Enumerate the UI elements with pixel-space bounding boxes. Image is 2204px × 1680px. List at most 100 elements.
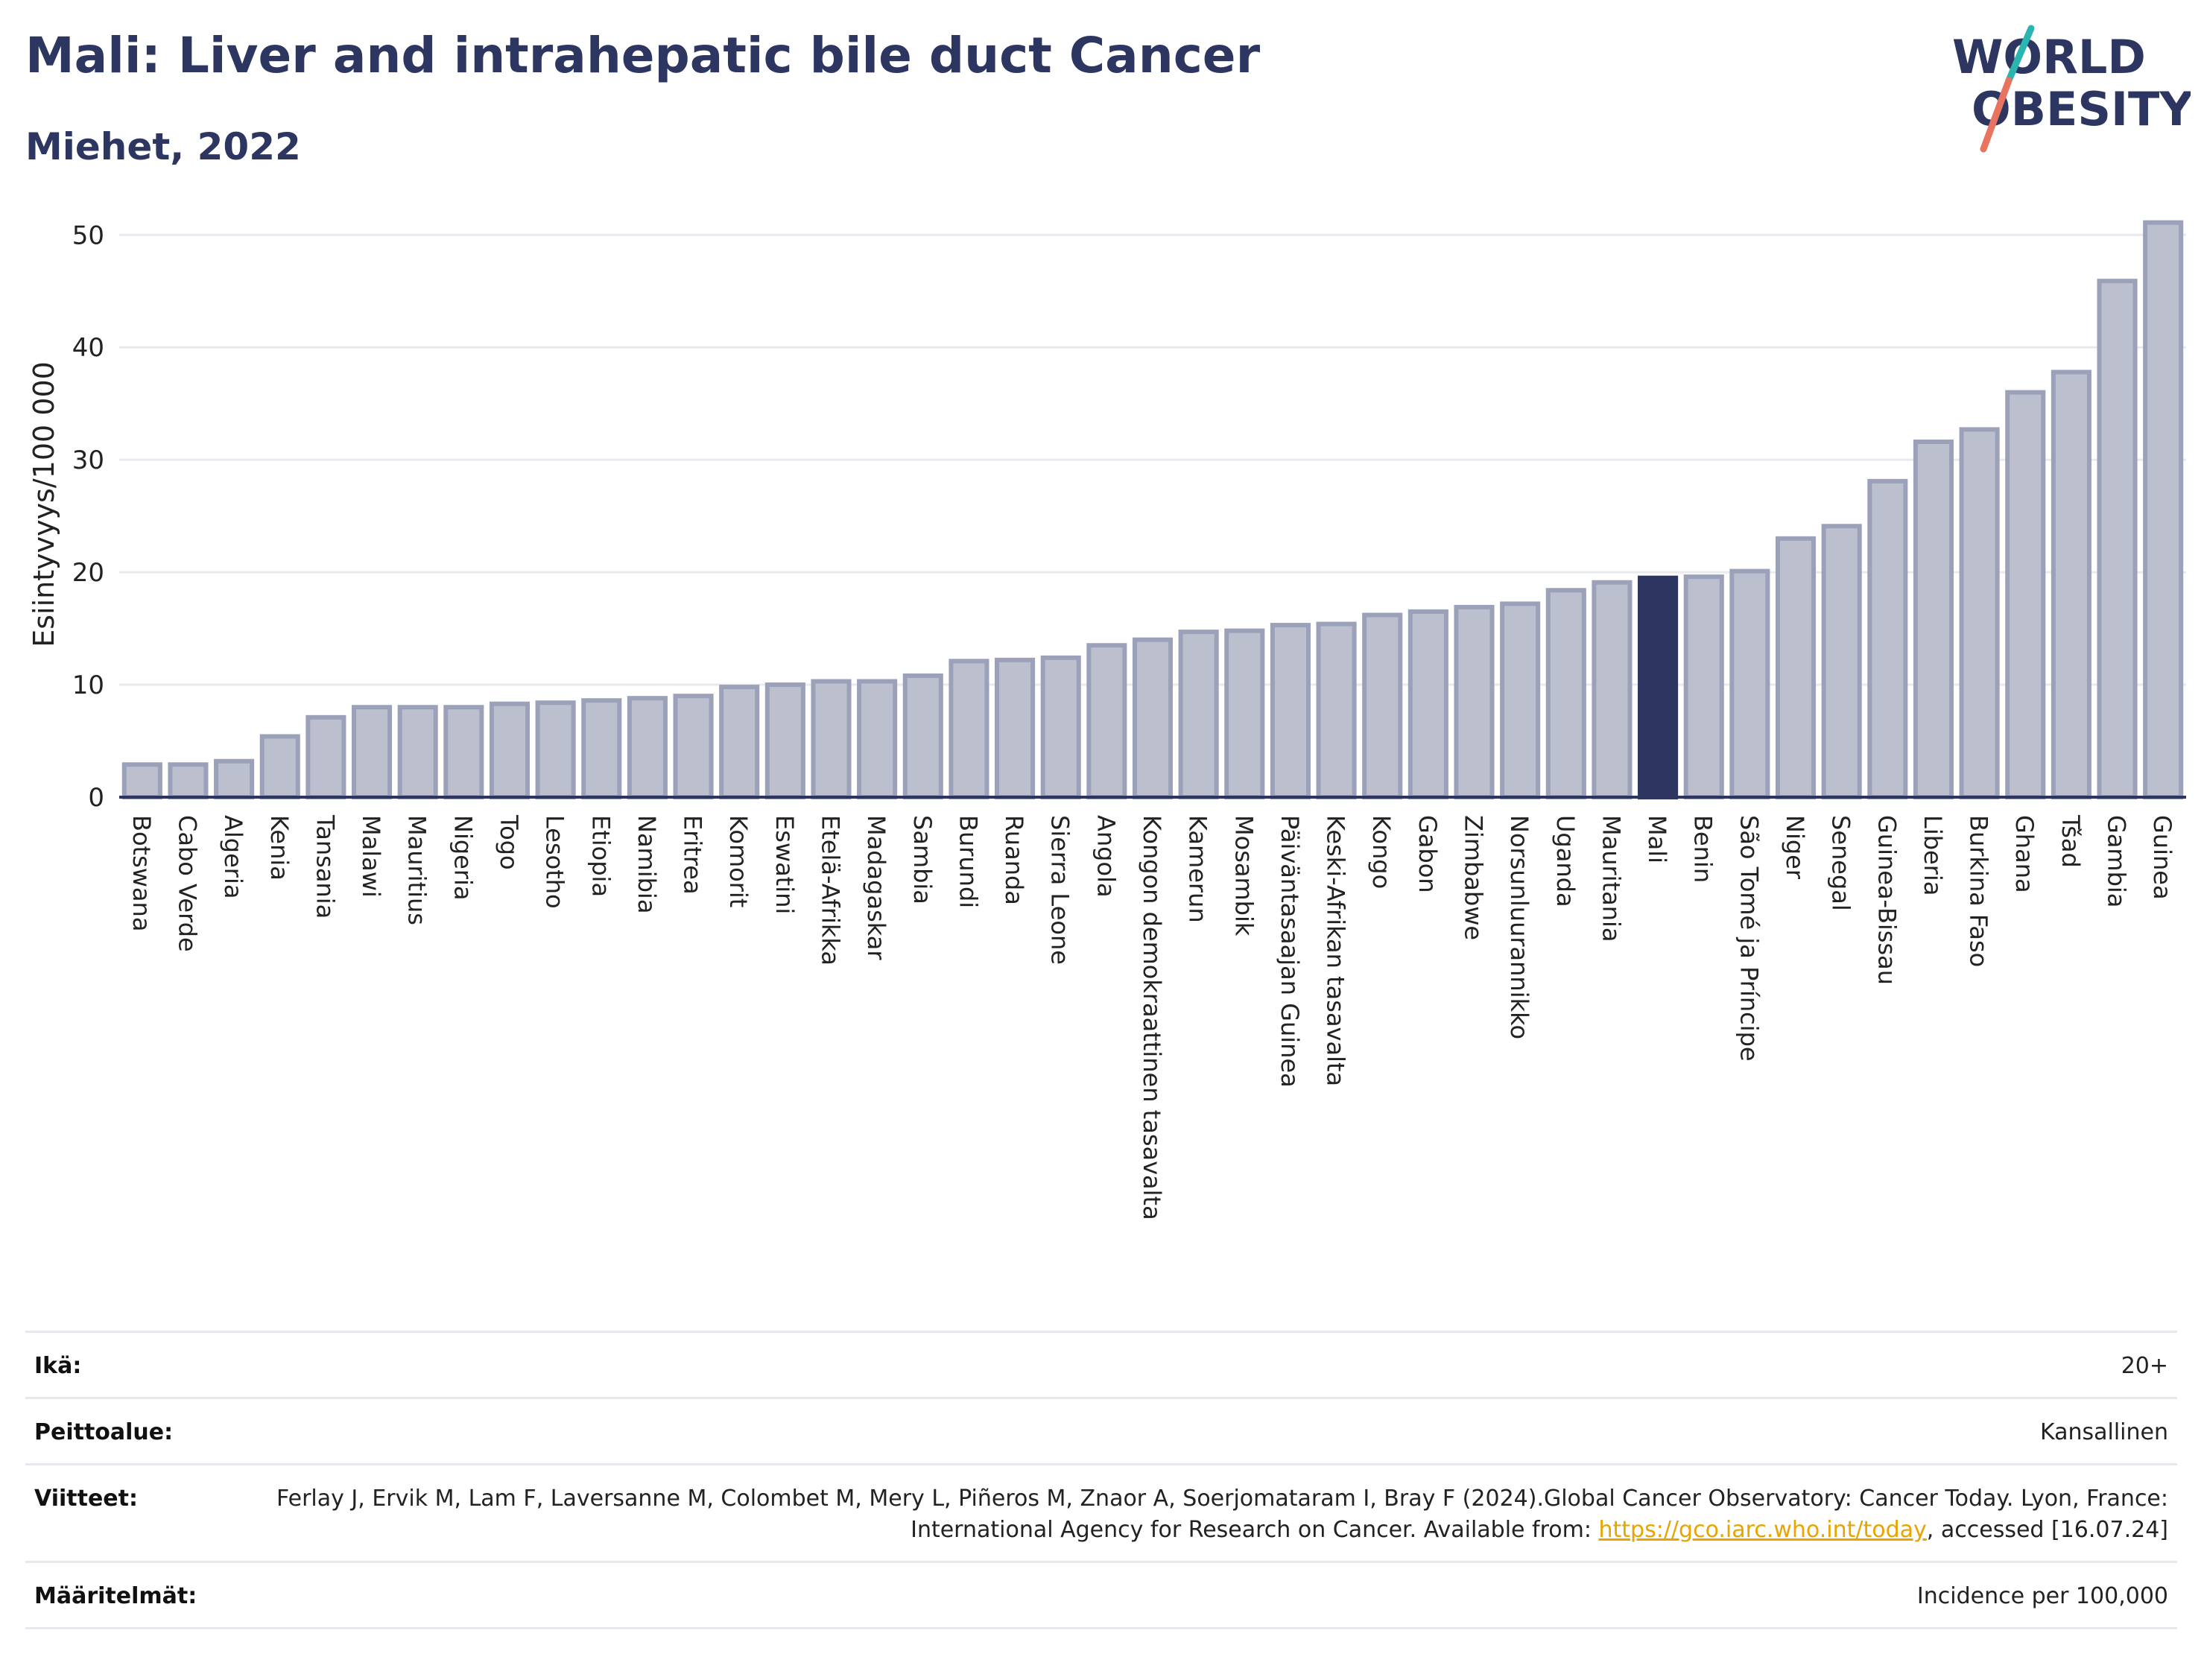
x-tick-label: Lesotho	[541, 815, 569, 909]
x-tick-label: Norsunluurannikko	[1505, 815, 1533, 1039]
bar-liberia	[1913, 440, 1954, 799]
x-tick-label: Cabo Verde	[173, 815, 201, 952]
bar-keski-afrikan-tasavalta	[1316, 621, 1357, 800]
x-tick-label: Kenia	[265, 815, 294, 881]
x-tick-label: Botswana	[127, 815, 156, 931]
bar-guinea-bissau	[1867, 478, 1908, 799]
bar-mali	[1638, 575, 1679, 800]
metadata-table: Ikä: 20+ Peittoalue: Kansallinen Viittee…	[25, 1331, 2177, 1629]
bar-mosambik	[1224, 628, 1265, 799]
bar-sambia	[902, 673, 943, 800]
bar-algeria	[214, 758, 255, 800]
bar-etiopia	[581, 698, 622, 799]
y-tick-label: 50	[72, 221, 104, 250]
bar-norsunluurannikko	[1500, 601, 1541, 800]
bar-burkina-faso	[1959, 427, 2000, 799]
chart-subtitle: Miehet, 2022	[25, 125, 301, 168]
chart-title: Mali: Liver and intrahepatic bile duct C…	[25, 27, 1261, 84]
bar-mauritania	[1592, 580, 1633, 799]
x-tick-label: Eritrea	[679, 815, 707, 895]
bar-kenia	[259, 734, 300, 799]
logo-line1: WORLD	[1952, 30, 2146, 84]
x-tick-label: Gabon	[1413, 815, 1442, 893]
x-tick-label: Namibia	[633, 815, 661, 913]
y-tick-label: 0	[88, 783, 104, 813]
bar-kongo	[1362, 612, 1403, 799]
bars	[119, 220, 2186, 800]
meta-row-coverage: Peittoalue: Kansallinen	[25, 1397, 2177, 1463]
bar-angola	[1086, 643, 1127, 800]
bar-mauritius	[397, 705, 438, 800]
reference-text: Ferlay J, Ervik M, Lam F, Laversanne M, …	[276, 1486, 2168, 1543]
logo-slash-coral-icon	[1980, 77, 2013, 153]
x-tick-label: Madagaskar	[862, 815, 890, 960]
x-tick-label: Mauritania	[1597, 815, 1625, 942]
x-tick-label: Kamerun	[1184, 815, 1212, 923]
x-tick-label: Guinea-Bissau	[1872, 815, 1901, 985]
x-tick-label: Etiopia	[586, 815, 615, 897]
x-tick-label: Eswatini	[770, 815, 799, 914]
bar-cabo-verde	[168, 762, 209, 800]
bar-etel-afrikka	[811, 679, 852, 800]
meta-row-definitions: Määritelmät: Incidence per 100,000	[25, 1561, 2177, 1629]
bar-p-iv-ntasaajan-guinea	[1270, 623, 1311, 799]
y-tick-label: 30	[72, 446, 104, 475]
meta-label: Määritelmät:	[34, 1583, 197, 1609]
meta-value: Kansallinen	[2039, 1419, 2168, 1445]
x-tick-label: Burkina Faso	[1965, 815, 1993, 967]
bar-chart: 0 10 20 30 40 50 Botswana Cabo Verde Algeria Ken…	[28, 220, 2186, 1220]
x-tick-label: Niger	[1781, 815, 1809, 880]
x-tick-label: Benin	[1689, 815, 1717, 883]
bar-madagaskar	[857, 679, 898, 800]
bar-botswana	[121, 762, 162, 800]
bar-komorit	[719, 685, 760, 800]
x-tick-label: Keski-Afrikan tasavalta	[1322, 815, 1350, 1086]
x-tick-label: Angola	[1092, 815, 1120, 898]
y-axis-label: Esiintyvyys/100 000	[28, 361, 60, 647]
bar-gambia	[2097, 279, 2138, 799]
bar-tansania	[305, 714, 346, 800]
y-tick-label: 20	[72, 558, 104, 588]
meta-value: Incidence per 100,000	[1916, 1583, 2168, 1609]
x-tick-label: Malawi	[357, 815, 385, 898]
x-tick-labels: Botswana Cabo Verde Algeria Kenia Tansania Ma…	[127, 814, 2176, 1220]
x-tick-label: Gambia	[2103, 815, 2131, 907]
bar-ruanda	[995, 657, 1036, 799]
bar-eswatini	[764, 682, 805, 799]
meta-row-references: Viitteet: Ferlay J, Ervik M, Lam F, Lave…	[25, 1463, 2177, 1561]
x-tick-label: Mosambik	[1229, 815, 1258, 936]
bar-namibia	[627, 696, 668, 799]
x-tick-label: Tšad	[2056, 814, 2085, 868]
bar-lesotho	[535, 700, 576, 799]
bar-ghana	[2005, 390, 2046, 799]
x-tick-label: São Tomé ja Príncipe	[1735, 815, 1763, 1062]
world-obesity-logo: WORLD OBESITY	[1952, 25, 2191, 153]
x-tick-label: Guinea	[2148, 815, 2176, 900]
bar-togo	[489, 701, 531, 799]
bar-gabon	[1407, 609, 1448, 800]
meta-label: Ikä:	[34, 1353, 82, 1379]
bar-uganda	[1545, 588, 1586, 799]
reference-link[interactable]: https://gco.iarc.who.int/today	[1598, 1517, 1927, 1543]
x-tick-label: Zimbabwe	[1460, 815, 1488, 940]
logo-slash-teal-icon	[2005, 25, 2035, 84]
x-tick-label: Togo	[495, 814, 523, 870]
bar-guinea	[2143, 220, 2184, 799]
x-tick-label: Tansania	[311, 814, 339, 919]
x-tick-label: Liberia	[1919, 815, 1947, 896]
x-tick-label: Algeria	[219, 815, 247, 898]
meta-value-references: Ferlay J, Ervik M, Lam F, Laversanne M, …	[261, 1483, 2168, 1546]
x-tick-label: Nigeria	[449, 815, 477, 900]
bar-kamerun	[1178, 630, 1219, 800]
bar-niger	[1775, 536, 1817, 799]
x-tick-label: Burundi	[954, 815, 982, 908]
bar-zimbabwe	[1454, 604, 1495, 799]
y-tick-label: 10	[72, 671, 104, 700]
x-tick-label: Sambia	[908, 815, 937, 904]
x-tick-label: Kongon demokraattinen tasavalta	[1138, 815, 1166, 1220]
bar-benin	[1683, 574, 1724, 799]
x-tick-label: Uganda	[1551, 815, 1580, 907]
y-tick-labels: 0 10 20 30 40 50	[72, 221, 104, 813]
x-tick-label: Kongo	[1367, 815, 1396, 889]
x-tick-label: Päiväntasaajan Guinea	[1276, 815, 1304, 1088]
